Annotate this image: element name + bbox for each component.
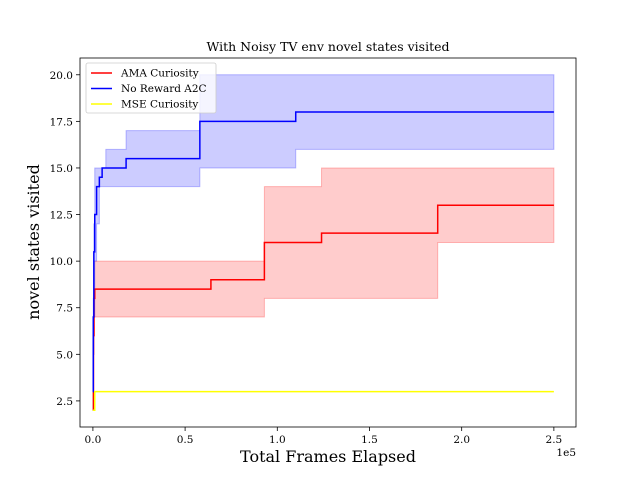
- y-tick-label: 12.5: [50, 210, 73, 222]
- x-tick-label: 2.0: [453, 434, 470, 446]
- x-tick-label: 2.5: [546, 434, 563, 446]
- y-tick-label: 17.5: [50, 116, 73, 128]
- y-axis-label: novel states visited: [24, 164, 43, 320]
- line-no-reward-a2c: [92, 111, 554, 393]
- y-tick-label: 10.0: [50, 256, 73, 268]
- legend-label-ama-curiosity: AMA Curiosity: [120, 68, 199, 80]
- x-tick-label: 0.5: [177, 434, 194, 446]
- chart-title: With Noisy TV env novel states visited: [206, 39, 449, 54]
- legend-box: [85, 62, 217, 114]
- x-axis-ticks: 0.0 0.5 1.0 1.5 2.0 2.5: [85, 427, 563, 446]
- plot-frame: [79, 57, 577, 428]
- y-tick-label: 5.0: [56, 349, 73, 361]
- legend-label-no-reward-a2c: No Reward A2C: [121, 83, 207, 95]
- x-tick-label: 1.0: [269, 434, 286, 446]
- line-mse-curiosity: [92, 390, 554, 411]
- legend-label-mse-curiosity: MSE Curiosity: [121, 99, 198, 111]
- x-tick-label: 0.0: [85, 434, 102, 446]
- x-axis-label: Total Frames Elapsed: [240, 447, 416, 466]
- legend: AMA Curiosity No Reward A2C MSE Curiosity: [85, 62, 217, 114]
- y-tick-label: 15.0: [50, 163, 73, 175]
- x-offset-label: 1e5: [556, 447, 576, 459]
- y-tick-label: 7.5: [56, 303, 73, 315]
- y-tick-label: 20.0: [50, 70, 73, 82]
- y-axis-ticks: 2.5 5.0 7.5 10.0 12.5 15.0 17.5 20.0: [50, 70, 80, 408]
- y-tick-label: 2.5: [56, 396, 73, 408]
- series-lines: [92, 111, 554, 411]
- x-tick-label: 1.5: [361, 434, 378, 446]
